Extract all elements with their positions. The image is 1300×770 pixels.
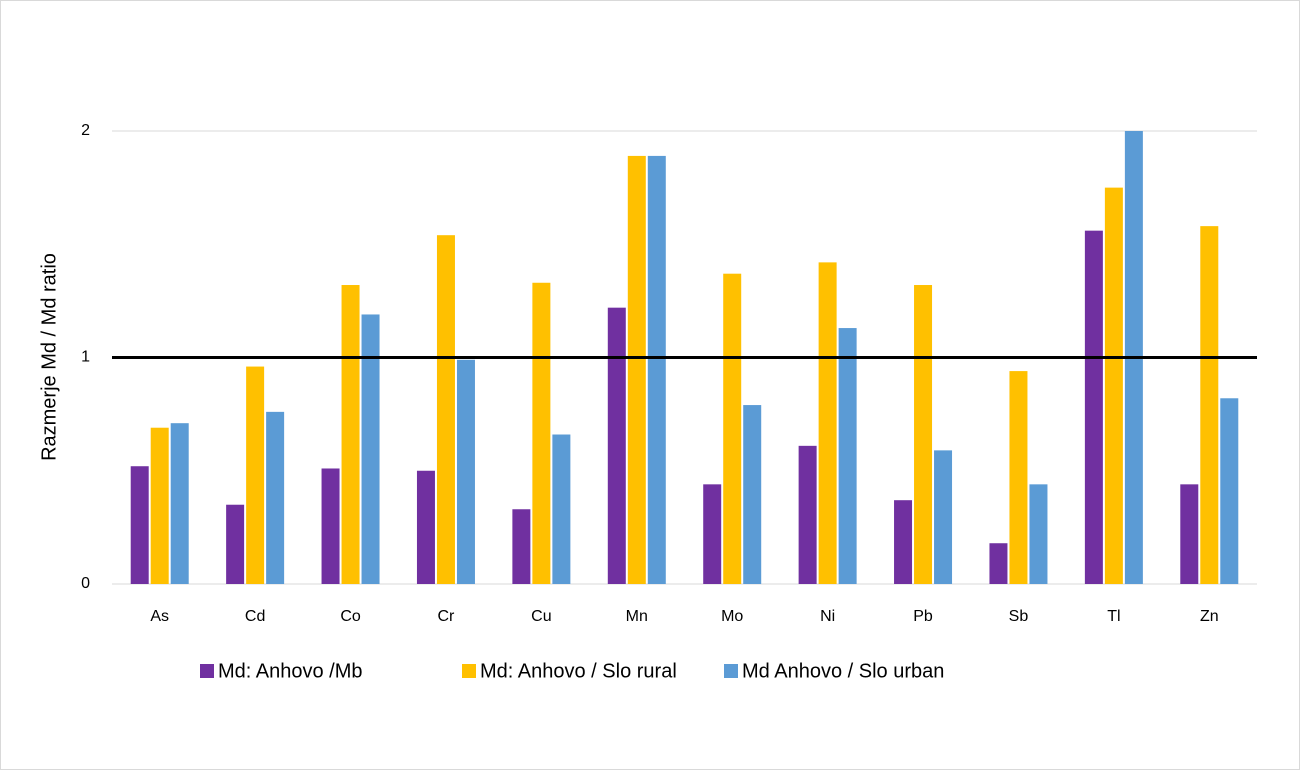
x-tick-label: Cd [245, 608, 265, 625]
bar [914, 285, 933, 584]
bar [361, 314, 380, 584]
x-tick-label: Sb [1009, 608, 1029, 625]
x-tick-label: As [150, 608, 169, 625]
bar [170, 423, 189, 584]
bar [512, 509, 531, 584]
bar [798, 445, 817, 584]
bar [934, 450, 953, 584]
x-tick-label: Pb [913, 608, 933, 625]
bar [416, 470, 435, 584]
bar [226, 504, 245, 584]
y-tick-label: 2 [81, 122, 90, 139]
x-tick-label: Mo [721, 608, 743, 625]
x-tick-label: Ni [820, 608, 835, 625]
legend-label: Md: Anhovo /Mb [218, 660, 363, 682]
bar [838, 328, 857, 584]
bar [436, 235, 455, 584]
legend-swatch [200, 664, 214, 678]
legend-label: Md Anhovo / Slo urban [742, 660, 944, 682]
bar [607, 307, 626, 584]
x-tick-label: Cu [531, 608, 551, 625]
bar [456, 359, 475, 584]
x-tick-label: Cr [438, 608, 456, 625]
bar [150, 427, 169, 584]
bar [647, 155, 666, 585]
bar [532, 282, 551, 584]
bar [321, 468, 340, 584]
y-tick-label: 0 [81, 575, 90, 592]
bar [552, 434, 571, 584]
x-tick-label: Mn [626, 608, 648, 625]
x-tick-label: Zn [1200, 608, 1219, 625]
legend-label: Md: Anhovo / Slo rural [480, 660, 677, 682]
bar [627, 155, 646, 585]
bar [818, 262, 837, 584]
bar [1029, 484, 1048, 584]
y-axis-label: Razmerje Md / Md ratio [38, 253, 60, 461]
bar [266, 411, 285, 584]
x-tick-label: Co [340, 608, 361, 625]
bar [1200, 226, 1219, 584]
bar [894, 500, 913, 584]
bar [989, 543, 1008, 584]
bar [130, 466, 149, 584]
y-tick-label: 1 [81, 349, 90, 366]
x-tick-label: Tl [1107, 608, 1120, 625]
bar [1180, 484, 1199, 584]
bar [341, 285, 360, 584]
bar [1084, 230, 1103, 584]
bar [743, 405, 762, 584]
legend-swatch [462, 664, 476, 678]
bar [1220, 398, 1239, 584]
bar [703, 484, 722, 584]
legend-swatch [724, 664, 738, 678]
bar [1009, 371, 1028, 584]
bar [246, 366, 265, 584]
bar [1104, 187, 1123, 584]
bar [723, 273, 742, 584]
